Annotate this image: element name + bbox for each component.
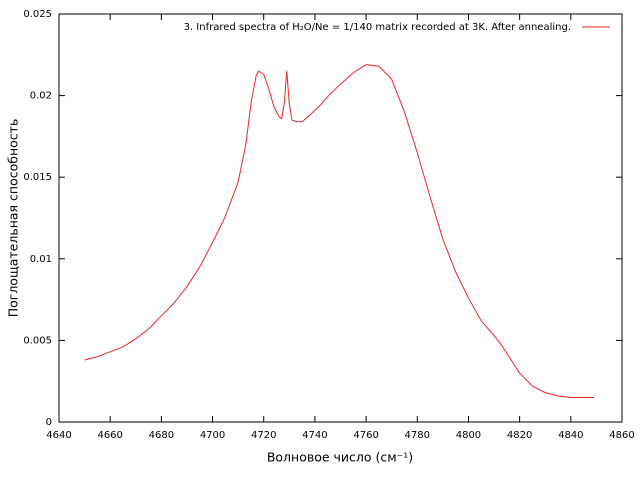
x-tick-label: 4800 [456,430,481,441]
legend-label: 3. Infrared spectra of H₂O/Ne = 1/140 ma… [184,22,571,33]
x-tick-label: 4700 [200,430,225,441]
x-tick-label: 4680 [149,430,174,441]
x-tick-label: 4660 [97,430,122,441]
x-tick-label: 4760 [353,430,378,441]
x-tick-label: 4780 [405,430,430,441]
y-tick-label: 0 [46,417,52,428]
x-tick-label: 4820 [507,430,532,441]
x-tick-label: 4840 [558,430,583,441]
data-line [84,64,594,399]
x-axis-label: Волновое число (см⁻¹) [267,450,413,465]
x-tick-label: 4640 [46,430,71,441]
y-tick-label: 0.005 [23,335,52,346]
y-tick-label: 0.025 [23,9,52,20]
x-tick-label: 4740 [302,430,327,441]
x-tick-label: 4860 [609,430,634,441]
y-tick-label: 0.01 [30,254,52,265]
x-tick-label: 4720 [251,430,276,441]
plot-frame [58,13,623,423]
y-tick-label: 0.02 [30,91,52,102]
y-tick-label: 0.015 [23,172,52,183]
y-axis-label: Поглощательная способность [6,119,21,318]
